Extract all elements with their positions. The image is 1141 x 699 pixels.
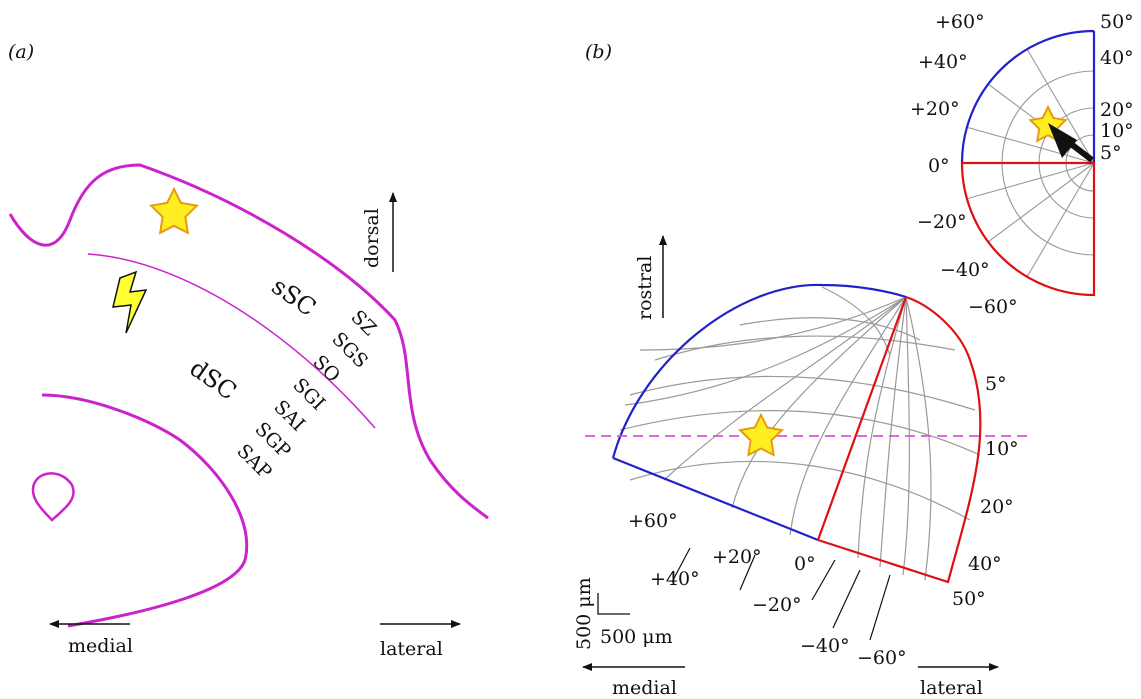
inset-arrowhead-icon: [1048, 123, 1077, 158]
map-elevation-label-minus60: −60°: [857, 647, 907, 669]
ssc-label: sSC: [267, 272, 322, 322]
inset-eccentricity-label-5: 5°: [1100, 142, 1122, 164]
inset-eccentricity-label-40: 40°: [1100, 47, 1134, 69]
inset-elevation-label-minus20: −20°: [917, 211, 967, 233]
map-medial-label: medial: [612, 677, 677, 699]
map-elevation-label-plus60: +60°: [628, 510, 678, 532]
panel-a: (a) sSC dSC SZ SGS SO SGI SAI SGP SAP do…: [8, 41, 489, 660]
inset-eccentricity-label-10: 10°: [1100, 120, 1134, 142]
collicular-map: +60° +20° +40° 0° −20° −40° −60° 5° 10° …: [585, 283, 1030, 669]
panel-a-label: (a): [8, 41, 34, 63]
ventral-outline: [41, 393, 249, 628]
inset-elevation-label-plus40: +40°: [918, 51, 968, 73]
map-azimuth-label-40: 40°: [968, 553, 1002, 575]
map-elevation-label-plus20: +20°: [712, 546, 762, 568]
inset-elevation-label-0: 0°: [928, 155, 950, 177]
inset-elevation-label-minus60: −60°: [968, 296, 1018, 318]
inset-upper-field-outline: [960, 29, 1096, 164]
scale-bar-horizontal-label: 500 μm: [600, 626, 673, 648]
dorsal-surface-outline: [8, 163, 489, 520]
star-icon: [149, 186, 199, 235]
map-azimuth-label-10: 10°: [985, 438, 1019, 460]
inset-elevation-label-plus20: +20°: [910, 98, 960, 120]
map-grid: [619, 286, 981, 581]
map-azimuth-label-20: 20°: [980, 496, 1014, 518]
medial-label: medial: [68, 635, 133, 657]
scale-bar-vertical-label: 500 μm: [573, 577, 595, 650]
rostral-label: rostral: [634, 256, 656, 320]
dsc-label: dSC: [185, 354, 242, 406]
map-azimuth-label-5: 5°: [985, 373, 1007, 395]
lower-field-outline: [817, 295, 982, 584]
map-elevation-label-0: 0°: [794, 553, 816, 575]
panel-b-label: (b): [585, 41, 612, 63]
inset-eccentricity-label-20: 20°: [1100, 99, 1134, 121]
horizontal-meridian-line: [816, 296, 908, 541]
ssc-dsc-boundary: [87, 253, 376, 429]
lateral-label: lateral: [380, 638, 443, 660]
panel-b: (b): [573, 11, 1134, 699]
map-azimuth-label-50: 50°: [952, 588, 986, 610]
map-elevation-label-minus20: −20°: [752, 594, 802, 616]
dorsal-label: dorsal: [361, 208, 383, 268]
map-elevation-label-minus40: −40°: [800, 635, 850, 657]
small-loop-outline: [31, 472, 75, 522]
inset-lower-field-outline: [960, 161, 1096, 297]
inset-elevation-label-minus40: −40°: [940, 259, 990, 281]
lightning-icon: [112, 270, 148, 334]
layer-label-so: SO: [308, 351, 344, 387]
visual-field-inset: +60° +40° +20° 0° −20° −40° −60° 50° 40°…: [910, 11, 1134, 318]
layer-label-sz: SZ: [346, 306, 380, 340]
inset-eccentricity-label-50: 50°: [1100, 11, 1134, 33]
inset-elevation-label-plus60: +60°: [935, 11, 985, 33]
map-lateral-label: lateral: [920, 677, 983, 699]
map-elevation-label-plus40: +40°: [650, 568, 700, 590]
map-star-icon: [738, 412, 784, 457]
upper-field-outline: [611, 283, 907, 542]
scale-bar: [597, 593, 630, 615]
elevation-ticks: [671, 547, 891, 641]
